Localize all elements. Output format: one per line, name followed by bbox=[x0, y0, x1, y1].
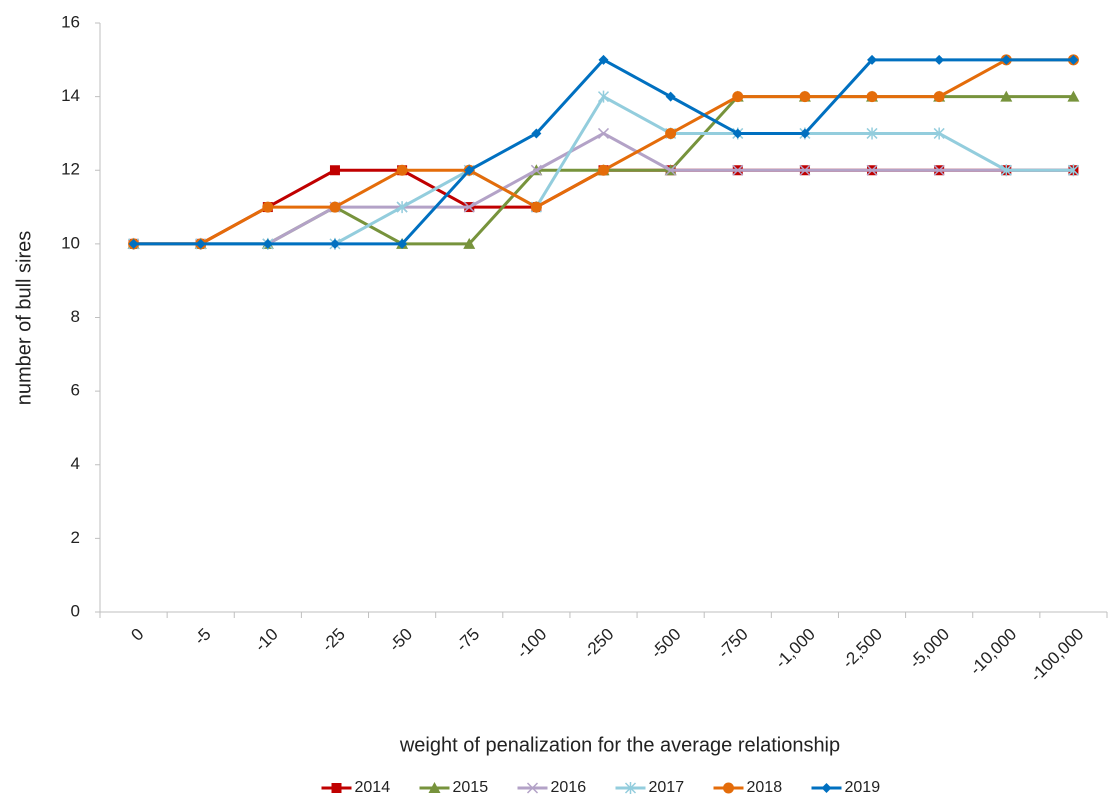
x-tick-label: -5 bbox=[191, 625, 215, 649]
legend-item: 2015 bbox=[419, 779, 489, 796]
marker bbox=[329, 201, 341, 213]
y-tick-label: 16 bbox=[61, 12, 80, 31]
y-tick-label: 0 bbox=[71, 601, 80, 620]
marker bbox=[464, 165, 475, 176]
y-tick-label: 4 bbox=[71, 454, 80, 473]
marker bbox=[396, 164, 408, 176]
marker bbox=[933, 91, 945, 103]
x-tick-label: -2,500 bbox=[839, 625, 887, 673]
legend-label: 2015 bbox=[453, 779, 489, 796]
legend-label: 2014 bbox=[355, 779, 391, 796]
y-axis-title: number of bull sires bbox=[13, 231, 35, 406]
marker bbox=[866, 127, 878, 140]
legend-label: 2018 bbox=[747, 779, 783, 796]
marker bbox=[397, 238, 408, 249]
legend-label: 2016 bbox=[551, 779, 587, 796]
legend-item: 2019 bbox=[811, 779, 881, 796]
x-tick-label: 0 bbox=[127, 625, 147, 645]
marker bbox=[665, 91, 676, 102]
y-tick-label: 12 bbox=[61, 160, 80, 179]
marker bbox=[195, 238, 206, 249]
marker bbox=[530, 201, 542, 213]
legend-item: 2014 bbox=[321, 779, 391, 796]
marker bbox=[1068, 54, 1079, 65]
marker bbox=[732, 91, 744, 103]
x-tick-label: -750 bbox=[714, 625, 751, 662]
marker bbox=[1000, 90, 1013, 102]
x-tick-label: -75 bbox=[452, 625, 483, 656]
x-tick-label: -500 bbox=[647, 625, 684, 662]
legend-label: 2019 bbox=[845, 779, 881, 796]
x-tick-label: -25 bbox=[318, 625, 349, 656]
marker bbox=[531, 128, 542, 139]
marker bbox=[396, 201, 408, 214]
marker bbox=[732, 128, 743, 139]
marker bbox=[329, 238, 340, 249]
marker bbox=[597, 127, 610, 139]
marker bbox=[262, 201, 274, 213]
series-line bbox=[133, 58, 1074, 246]
series-line bbox=[133, 131, 1074, 246]
marker bbox=[799, 164, 811, 176]
marker bbox=[665, 127, 677, 139]
legend-item: 2016 bbox=[517, 779, 587, 796]
x-tick-label: -100,000 bbox=[1027, 625, 1088, 686]
marker bbox=[262, 238, 273, 249]
x-tick-label: -250 bbox=[580, 625, 617, 662]
x-axis-title: weight of penalization for the average r… bbox=[399, 734, 840, 756]
legend-label: 2017 bbox=[649, 779, 685, 796]
marker bbox=[1067, 164, 1079, 177]
marker bbox=[821, 783, 832, 793]
marker bbox=[463, 237, 476, 249]
marker bbox=[866, 91, 878, 103]
marker bbox=[933, 164, 945, 176]
marker bbox=[598, 164, 609, 176]
x-tick-label: -10 bbox=[251, 625, 282, 656]
marker bbox=[530, 164, 542, 176]
series-line bbox=[133, 58, 1074, 246]
marker bbox=[799, 128, 810, 139]
x-tick-label: -10,000 bbox=[966, 625, 1020, 679]
legend-item: 2017 bbox=[615, 779, 685, 796]
marker bbox=[1067, 90, 1080, 102]
marker bbox=[597, 90, 610, 103]
marker bbox=[624, 782, 637, 794]
marker bbox=[463, 201, 475, 213]
marker bbox=[128, 238, 139, 249]
marker bbox=[526, 782, 539, 794]
marker bbox=[1000, 164, 1012, 177]
y-tick-label: 8 bbox=[71, 307, 80, 326]
x-tick-label: -100 bbox=[513, 625, 550, 662]
marker bbox=[866, 164, 878, 176]
y-tick-label: 6 bbox=[71, 381, 80, 400]
marker bbox=[934, 54, 945, 65]
marker bbox=[799, 91, 811, 103]
x-tick-label: -50 bbox=[385, 625, 416, 656]
y-tick-label: 2 bbox=[71, 528, 80, 547]
marker bbox=[428, 782, 441, 793]
legend-item: 2018 bbox=[713, 779, 783, 796]
marker bbox=[598, 54, 609, 65]
marker bbox=[331, 783, 342, 793]
y-tick-label: 10 bbox=[61, 233, 80, 252]
y-tick-label: 14 bbox=[61, 86, 80, 105]
marker bbox=[933, 127, 945, 140]
marker bbox=[1001, 54, 1012, 65]
marker bbox=[665, 164, 677, 176]
marker bbox=[867, 54, 878, 65]
x-tick-label: -5,000 bbox=[906, 625, 954, 673]
marker bbox=[329, 165, 340, 176]
x-tick-label: -1,000 bbox=[771, 625, 819, 673]
marker bbox=[732, 164, 744, 176]
marker bbox=[723, 782, 734, 794]
